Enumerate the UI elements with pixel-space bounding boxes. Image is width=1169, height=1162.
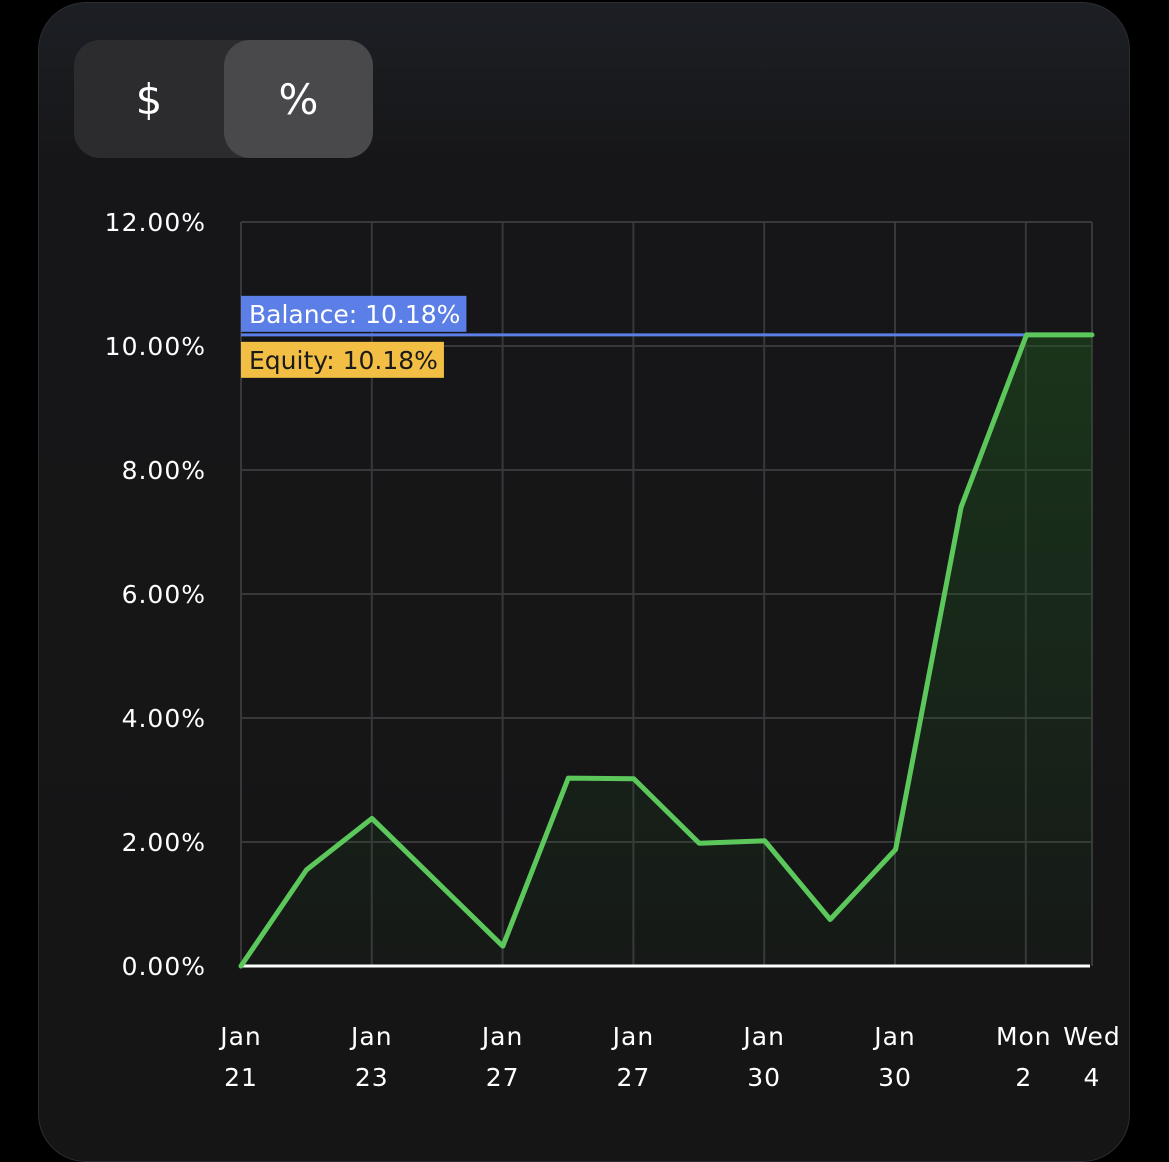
data-point: [1026, 334, 1028, 336]
data-point: [502, 945, 504, 947]
data-point: [240, 965, 242, 967]
x-tick-label-day: 23: [355, 1063, 389, 1092]
data-point: [764, 840, 766, 842]
x-tick-label-month: Jan: [872, 1022, 916, 1051]
y-tick-label: 0.00%: [122, 952, 206, 981]
x-tick-label-day: 21: [224, 1063, 258, 1092]
data-point: [633, 778, 635, 780]
data-point: [567, 777, 569, 779]
x-tick-label-month: Jan: [218, 1022, 262, 1051]
x-tick-label-day: 30: [747, 1063, 781, 1092]
x-tick-label-day: 27: [616, 1063, 650, 1092]
y-tick-label: 12.00%: [105, 208, 206, 237]
equity-label-text: Equity: 10.18%: [249, 346, 438, 375]
data-point: [1091, 334, 1093, 336]
data-point: [829, 919, 831, 920]
equity-chart: 0.00% 2.00% 4.00% 6.00% 8.00% 10.00% 12.00% Jan…: [105, 208, 1121, 1092]
data-point: [305, 869, 307, 871]
y-tick-label: 2.00%: [122, 828, 206, 857]
y-tick-label: 4.00%: [122, 704, 206, 733]
equity-label-bg: [241, 341, 444, 378]
x-tick-label-day: 2: [1015, 1063, 1032, 1092]
series-area: [241, 334, 1092, 967]
x-tick-label-day: 4: [1084, 1063, 1101, 1092]
balance-label-bg: [241, 295, 467, 332]
x-tick-label-month: Jan: [480, 1022, 524, 1051]
x-tick-label-day: 30: [878, 1063, 912, 1092]
unit-toggle: $ %: [74, 40, 373, 158]
y-tick-label: 10.00%: [105, 332, 206, 361]
data-point: [960, 506, 962, 508]
dollar-toggle-button[interactable]: $: [135, 74, 163, 124]
y-tick-label: 8.00%: [122, 456, 206, 485]
data-point: [895, 848, 897, 850]
x-tick-label-month: Jan: [741, 1022, 785, 1051]
x-tick-label-day: 27: [486, 1063, 520, 1092]
percent-toggle-button[interactable]: %: [224, 40, 373, 158]
data-point: [436, 881, 438, 883]
balance-label-text: Balance: 10.18%: [249, 300, 460, 329]
x-tick-label-month: Jan: [611, 1022, 655, 1051]
data-point: [371, 817, 373, 819]
x-tick-label-month: Wed: [1063, 1022, 1121, 1051]
x-tick-label-month: Jan: [349, 1022, 393, 1051]
data-point: [698, 842, 700, 844]
y-tick-label: 6.00%: [122, 580, 206, 609]
series-line: [238, 332, 1095, 969]
x-tick-label-month: Mon: [996, 1022, 1052, 1051]
